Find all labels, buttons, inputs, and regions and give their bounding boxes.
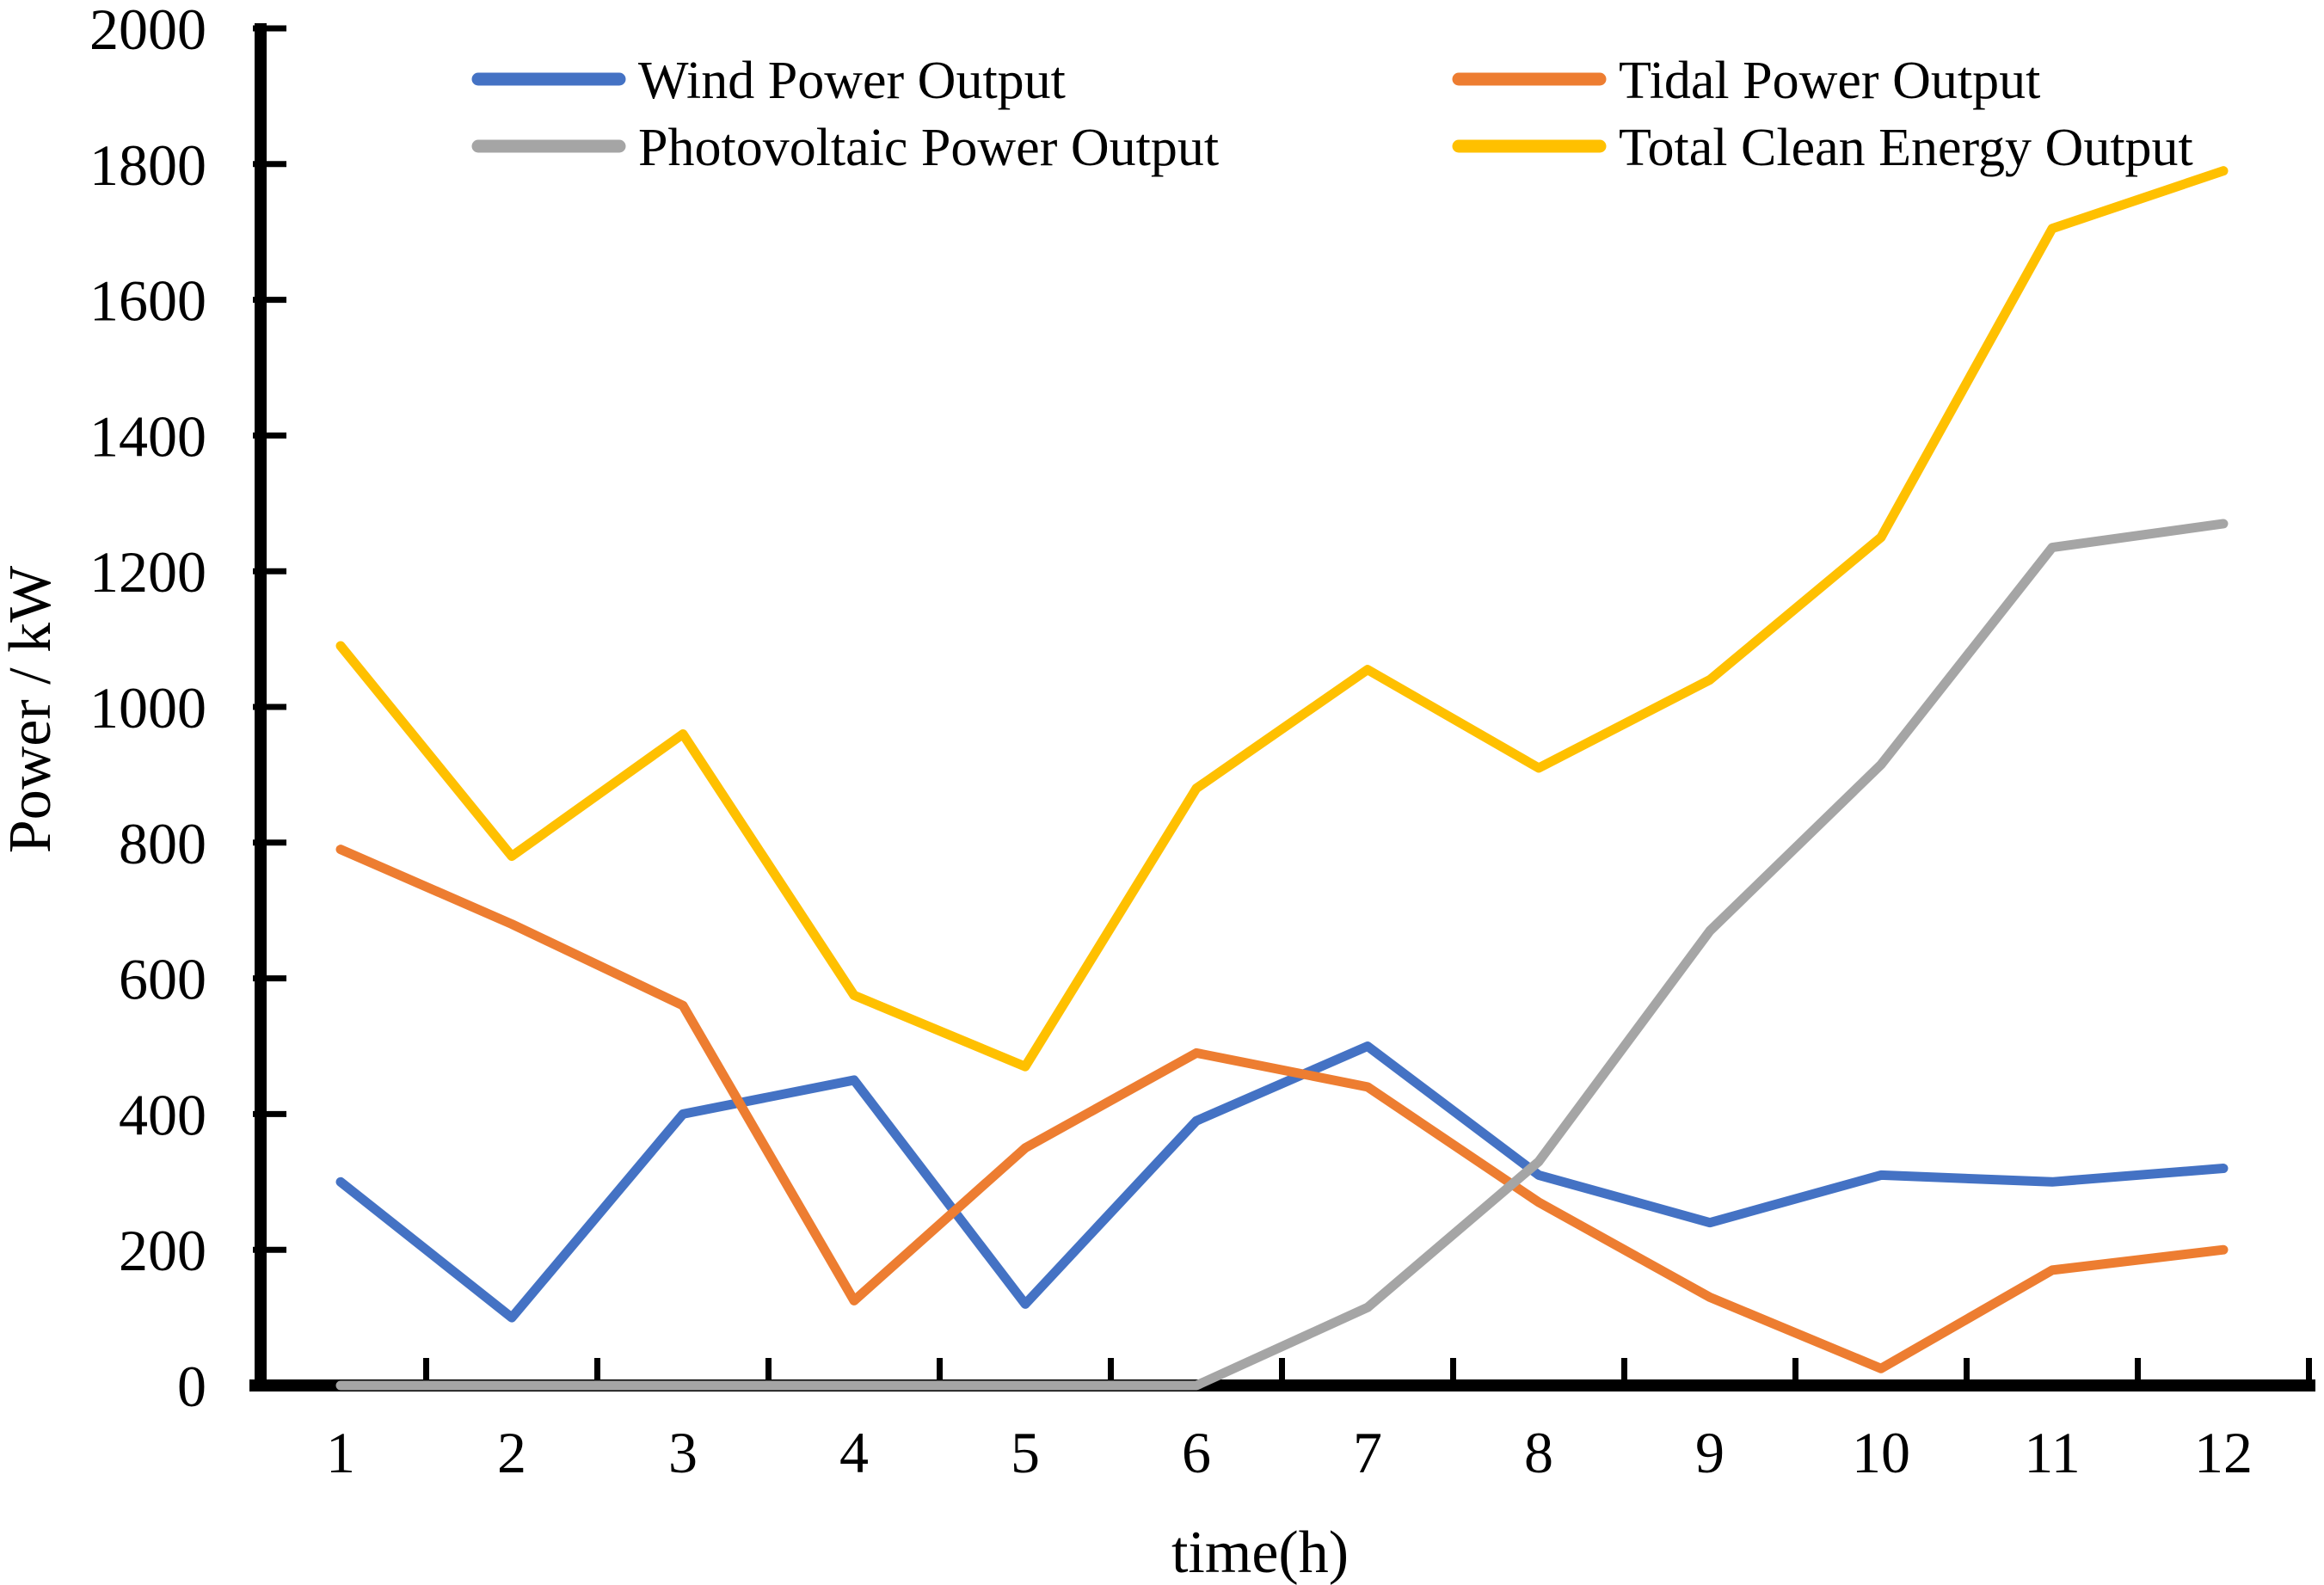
legend-label-photovoltaic-power-output: Photovoltaic Power Output: [638, 119, 1219, 177]
x-tick-label-6: 6: [1182, 1420, 1211, 1485]
legend-item-tidal-power-output: Tidal Power Output: [1452, 52, 2040, 110]
y-tick-label-1400: 1400: [89, 403, 206, 469]
x-tick-label-2: 2: [497, 1420, 526, 1485]
x-tick-label-9: 9: [1695, 1420, 1725, 1485]
x-tick-label-1: 1: [326, 1420, 355, 1485]
x-tick-label-8: 8: [1524, 1420, 1553, 1485]
x-tick-label-3: 3: [668, 1420, 698, 1485]
legend-label-wind-power-output: Wind Power Output: [638, 52, 1066, 110]
y-tick-label-1600: 1600: [89, 268, 206, 334]
x-tick-label-10: 10: [1852, 1420, 1910, 1485]
legend-item-wind-power-output: Wind Power Output: [471, 52, 1066, 110]
x-axis-title: time(h): [1171, 1520, 1349, 1585]
y-axis-title: Power / kW: [0, 566, 64, 853]
axes: [249, 23, 2315, 1391]
x-tick-label-12: 12: [2194, 1420, 2253, 1485]
y-tick-label-1800: 1800: [89, 132, 206, 198]
y-tick-label-800: 800: [119, 811, 206, 876]
legend-label-total-clean-energy-output: Total Clean Energy Output: [1619, 119, 2193, 177]
y-tick-label-2000: 2000: [89, 0, 206, 62]
legend: Wind Power Output Tidal Power Output Photo…: [471, 52, 2193, 177]
x-tick-label-11: 11: [2024, 1420, 2080, 1485]
y-tick-label-0: 0: [177, 1354, 206, 1419]
x-tick-label-7: 7: [1353, 1420, 1382, 1485]
legend-item-photovoltaic-power-output: Photovoltaic Power Output: [471, 119, 1219, 177]
series-line-photovoltaic-power-output: [335, 519, 2229, 1391]
series-line-tidal-power-output: [335, 845, 2229, 1373]
y-tick-label-1000: 1000: [89, 675, 206, 740]
x-tick-label-4: 4: [839, 1420, 869, 1485]
series-line-wind-power-output: [335, 1041, 2229, 1323]
x-tick-label-5: 5: [1011, 1420, 1040, 1485]
legend-item-total-clean-energy-output: Total Clean Energy Output: [1452, 119, 2193, 177]
legend-label-tidal-power-output: Tidal Power Output: [1619, 52, 2040, 110]
y-tick-label-200: 200: [119, 1218, 206, 1283]
series-line-total-clean-energy-output: [335, 166, 2229, 1072]
series-lines: [335, 166, 2229, 1391]
y-tick-label-1200: 1200: [89, 539, 206, 605]
y-tick-label-600: 600: [119, 947, 206, 1012]
y-tick-label-400: 400: [119, 1082, 206, 1147]
